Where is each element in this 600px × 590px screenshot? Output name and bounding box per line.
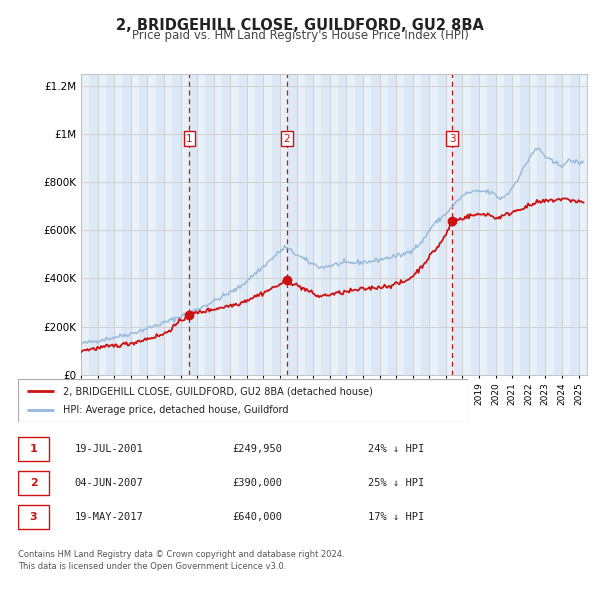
Bar	[512, 74, 520, 375]
Text: 3: 3	[29, 512, 37, 522]
Bar	[81, 74, 89, 375]
Bar	[363, 74, 371, 375]
Text: 04-JUN-2007: 04-JUN-2007	[74, 478, 143, 487]
Bar	[197, 74, 205, 375]
Text: £249,950: £249,950	[232, 444, 283, 454]
Bar	[114, 74, 122, 375]
Bar	[247, 74, 255, 375]
Bar	[380, 74, 388, 375]
Bar	[214, 74, 222, 375]
Bar	[296, 74, 305, 375]
Text: £640,000: £640,000	[232, 512, 283, 522]
Bar	[280, 74, 288, 375]
Bar	[181, 74, 189, 375]
Text: 1: 1	[29, 444, 37, 454]
Bar	[429, 74, 437, 375]
FancyBboxPatch shape	[18, 471, 49, 494]
Bar	[98, 74, 106, 375]
Text: 19-JUL-2001: 19-JUL-2001	[74, 444, 143, 454]
Bar	[164, 74, 172, 375]
Text: 1: 1	[186, 134, 193, 144]
Bar	[413, 74, 421, 375]
Bar	[562, 74, 570, 375]
Text: Price paid vs. HM Land Registry's House Price Index (HPI): Price paid vs. HM Land Registry's House …	[131, 30, 469, 42]
Bar	[578, 74, 587, 375]
Bar	[446, 74, 454, 375]
Text: This data is licensed under the Open Government Licence v3.0.: This data is licensed under the Open Gov…	[18, 562, 286, 571]
FancyBboxPatch shape	[18, 505, 49, 529]
Bar	[479, 74, 487, 375]
Text: 24% ↓ HPI: 24% ↓ HPI	[368, 444, 424, 454]
Bar	[396, 74, 404, 375]
Text: 2, BRIDGEHILL CLOSE, GUILDFORD, GU2 8BA: 2, BRIDGEHILL CLOSE, GUILDFORD, GU2 8BA	[116, 18, 484, 32]
Text: 2: 2	[284, 134, 290, 144]
FancyBboxPatch shape	[18, 437, 49, 461]
Text: 19-MAY-2017: 19-MAY-2017	[74, 512, 143, 522]
Bar	[529, 74, 537, 375]
Bar	[463, 74, 471, 375]
Bar	[263, 74, 272, 375]
Text: 2: 2	[29, 478, 37, 487]
Text: 2, BRIDGEHILL CLOSE, GUILDFORD, GU2 8BA (detached house): 2, BRIDGEHILL CLOSE, GUILDFORD, GU2 8BA …	[63, 386, 373, 396]
Text: 25% ↓ HPI: 25% ↓ HPI	[368, 478, 424, 487]
Text: 3: 3	[449, 134, 455, 144]
Bar	[313, 74, 322, 375]
Bar	[148, 74, 155, 375]
Bar	[230, 74, 239, 375]
Bar	[496, 74, 504, 375]
Text: 17% ↓ HPI: 17% ↓ HPI	[368, 512, 424, 522]
Bar	[545, 74, 554, 375]
Bar	[330, 74, 338, 375]
Text: Contains HM Land Registry data © Crown copyright and database right 2024.: Contains HM Land Registry data © Crown c…	[18, 550, 344, 559]
Bar	[131, 74, 139, 375]
Bar	[346, 74, 355, 375]
Text: £390,000: £390,000	[232, 478, 283, 487]
Text: HPI: Average price, detached house, Guildford: HPI: Average price, detached house, Guil…	[63, 405, 289, 415]
